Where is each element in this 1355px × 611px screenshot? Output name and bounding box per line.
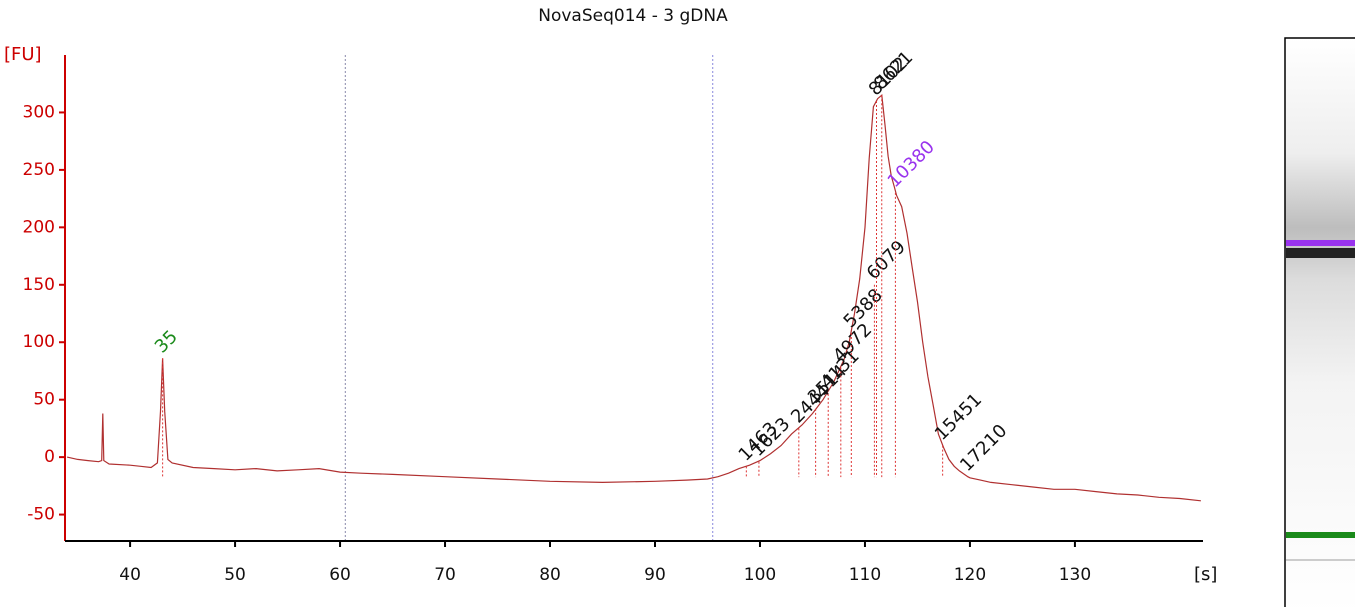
- x-tick-label: 70: [434, 565, 456, 585]
- gel-lane: [1284, 37, 1355, 611]
- peak-label: 35: [151, 326, 182, 357]
- peak-label: 17210: [956, 420, 1011, 475]
- y-tick-label: 250: [23, 160, 55, 180]
- y-tick-label: 200: [23, 217, 55, 237]
- y-axis-label: [FU]: [4, 44, 42, 65]
- x-tick-label: 60: [329, 565, 351, 585]
- y-tick-label: 150: [23, 275, 55, 295]
- gel-line: [1286, 559, 1355, 561]
- y-tick-label: 50: [33, 390, 55, 410]
- x-axis-label: [s]: [1194, 564, 1217, 585]
- y-tick-label: -50: [27, 505, 55, 525]
- y-tick-label: 100: [23, 332, 55, 352]
- x-tick-label: 90: [644, 565, 666, 585]
- chart-title: NovaSeq014 - 3 gDNA: [538, 6, 728, 26]
- peak-label: 8621: [870, 47, 917, 94]
- x-tick-label: 80: [539, 565, 561, 585]
- y-tick-label: 300: [23, 102, 55, 122]
- trace: [66, 94, 1201, 502]
- x-tick-label: 130: [1059, 565, 1091, 585]
- peak-label: 6079: [863, 237, 910, 284]
- gel-band: [1286, 248, 1355, 258]
- x-tick-label: 120: [954, 565, 986, 585]
- gel-lower-marker: [1286, 532, 1355, 538]
- x-tick-label: 50: [224, 565, 246, 585]
- gel-upper-marker: [1286, 240, 1355, 246]
- x-tick-label: 40: [119, 565, 141, 585]
- y-tick-label: 0: [44, 447, 55, 467]
- x-tick-label: 100: [744, 565, 776, 585]
- x-tick-label: 110: [849, 565, 881, 585]
- gel-frame: [1284, 37, 1355, 611]
- peak-label: 15451: [931, 389, 986, 444]
- peak-label: 10380: [884, 137, 939, 192]
